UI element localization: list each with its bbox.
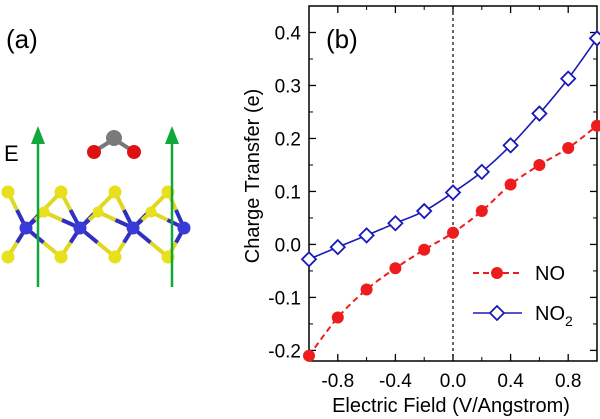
sulfur-atom-back	[145, 206, 157, 218]
arrow-head	[165, 126, 179, 144]
x-tick-label: 0.8	[555, 371, 581, 392]
y-axis-title: Charge Transfer (e)	[242, 89, 264, 264]
y-tick-label: 0.4	[275, 23, 302, 44]
data-point-no2	[358, 227, 375, 244]
data-point-no2	[559, 70, 577, 87]
sulfur-atom	[108, 185, 122, 199]
legend-label-no: NO	[535, 263, 565, 285]
y-tick-label: -0.2	[268, 341, 301, 362]
data-point-no2	[415, 202, 433, 220]
legend-marker-no	[491, 267, 503, 279]
field-label: E	[4, 141, 19, 166]
series-layer	[300, 30, 600, 362]
data-point-no	[303, 349, 315, 362]
metal-atom	[177, 221, 191, 235]
data-point-no2	[531, 105, 548, 122]
panel-a-label: (a)	[6, 24, 38, 54]
lattice-bonds	[6, 190, 186, 259]
panel-b-chart: -0.2 -0.1 0.0 0.1 0.2 0.3 0.4 -0.8 -0.4 0.0 0.4 0.…	[242, 5, 600, 417]
legend-entry-no: NO	[473, 263, 565, 285]
series-line-no2	[308, 37, 598, 261]
sulfur-atom	[1, 185, 15, 199]
oxygen-atom-left	[87, 145, 101, 159]
y-tick-label: 0.0	[275, 235, 301, 256]
sulfur-atom	[108, 250, 122, 264]
data-point-no	[331, 311, 344, 324]
data-point-no	[533, 158, 546, 171]
oxygen-atom-right	[127, 145, 141, 159]
legend-marker-no2	[488, 304, 506, 322]
y-tick-label: 0.3	[275, 76, 301, 97]
sulfur-atom	[54, 185, 68, 199]
data-point-no	[562, 142, 575, 154]
carbon-atom	[106, 130, 122, 146]
legend-label-no2: NO2	[535, 303, 573, 329]
panel-a: (a) E	[1, 24, 191, 287]
field-arrow-left	[31, 126, 45, 287]
x-axis: -0.8 -0.4 0.0 0.4 0.8	[308, 6, 598, 392]
molecule	[87, 130, 141, 159]
data-point-no2	[300, 250, 318, 268]
x-tick-label: -0.4	[379, 371, 412, 392]
x-tick-label: 0.4	[497, 371, 524, 392]
panel-b-label: (b)	[326, 24, 358, 54]
data-point-no2	[473, 163, 491, 181]
metal-atom	[73, 221, 87, 235]
data-point-no	[591, 119, 600, 132]
data-point-no2	[588, 30, 600, 47]
field-arrow-right	[165, 126, 179, 287]
x-tick-label: -0.8	[321, 371, 354, 392]
data-point-no	[475, 205, 488, 218]
legend-entry-no2: NO2	[473, 303, 573, 329]
x-axis-title: Electric Field (V/Angstrom)	[332, 395, 570, 417]
sulfur-atom-back	[92, 206, 104, 218]
data-point-no	[504, 178, 517, 191]
data-point-no2	[502, 137, 519, 154]
metal-atom	[19, 221, 33, 235]
y-axis: -0.2 -0.1 0.0 0.1 0.2 0.3 0.4	[268, 23, 597, 362]
data-point-no2	[387, 214, 404, 232]
sulfur-atom-back	[38, 206, 50, 218]
data-point-no2	[444, 184, 462, 201]
data-point-no	[418, 243, 431, 256]
x-tick-label: 0.0	[440, 371, 466, 392]
sulfur-atom	[1, 250, 15, 264]
sulfur-atom	[54, 250, 68, 264]
data-point-no	[447, 226, 459, 239]
data-point-no2	[329, 238, 347, 256]
y-tick-label: 0.2	[275, 129, 301, 150]
y-tick-label: 0.1	[275, 182, 301, 203]
y-tick-label: -0.1	[268, 288, 301, 309]
data-point-no	[360, 283, 373, 296]
arrow-head	[31, 126, 45, 144]
legend: NO NO2	[473, 263, 573, 329]
metal-atom	[126, 221, 140, 235]
data-point-no	[389, 262, 402, 275]
